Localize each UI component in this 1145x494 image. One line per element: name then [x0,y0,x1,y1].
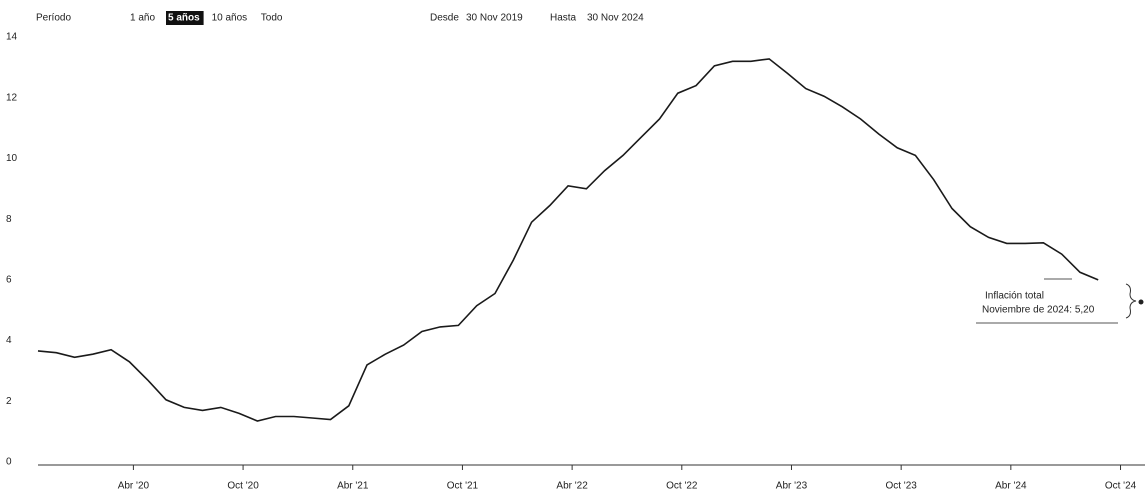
from-label: Desde [430,13,459,24]
y-tick-label: 14 [6,32,18,43]
y-tick-label: 12 [6,92,18,103]
x-tick-label: Oct '22 [666,481,698,492]
x-tick-label: Abr '24 [995,481,1027,492]
y-tick-label: 6 [6,274,12,285]
tooltip-series: Inflación total [985,291,1044,302]
x-tick-label: Oct '20 [227,481,259,492]
tooltip-dot [1138,299,1144,305]
range-button[interactable]: 1 año [130,13,155,24]
range-button-bg[interactable] [166,11,204,25]
from-date: 30 Nov 2019 [466,13,523,24]
tooltip-brace [1125,283,1137,319]
y-tick-label: 0 [6,457,12,468]
to-label: Hasta [550,13,577,24]
x-tick-label: Oct '24 [1105,481,1137,492]
y-tick-label: 2 [6,396,12,407]
x-tick-label: Abr '22 [556,481,588,492]
tooltip-text: Noviembre de 2024: 5,20 [982,305,1095,316]
to-date: 30 Nov 2024 [587,13,644,24]
x-tick-label: Oct '23 [885,481,917,492]
range-button[interactable]: 5 años [168,13,200,24]
y-tick-label: 4 [6,335,12,346]
x-tick-label: Abr '21 [337,481,369,492]
x-tick-label: Oct '21 [447,481,479,492]
x-tick-label: Abr '23 [776,481,808,492]
x-tick-label: Abr '20 [118,481,150,492]
range-button[interactable]: Todo [261,13,283,24]
range-label: Período [36,13,71,24]
data-line [37,58,1099,422]
y-tick-label: 10 [6,153,18,164]
range-button[interactable]: 10 años [212,13,248,24]
y-tick-label: 8 [6,214,12,225]
